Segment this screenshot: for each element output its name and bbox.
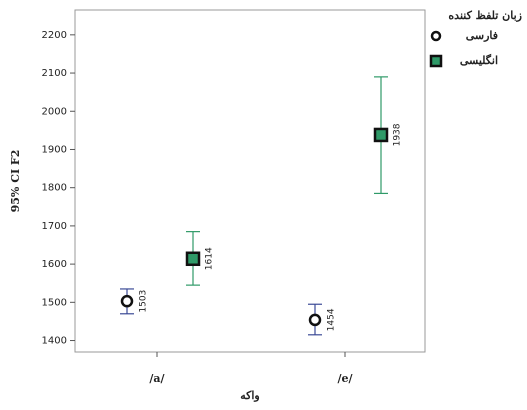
- mean-marker: [122, 296, 132, 306]
- legend-label: انگلیسی: [460, 53, 498, 67]
- mean-marker: [310, 315, 320, 325]
- y-axis-title: 95% CI F2: [9, 150, 22, 213]
- legend-title: زبان تلفظ کننده: [448, 9, 522, 22]
- y-tick-label: 1600: [42, 259, 67, 270]
- x-tick-label: /e/: [337, 372, 353, 385]
- y-tick-label: 2100: [42, 68, 67, 79]
- x-tick-label: /a/: [149, 372, 165, 385]
- y-tick-label: 1500: [42, 297, 67, 308]
- legend-marker: [432, 32, 440, 40]
- legend-label: فارسی: [466, 29, 498, 42]
- y-tick-label: 1900: [42, 144, 67, 155]
- value-label: 1614: [205, 247, 215, 270]
- y-tick-label: 2000: [42, 106, 67, 117]
- y-tick-label: 1700: [42, 221, 67, 232]
- chart: 95% CI F2 واکه زبان تلفظ کننده 1400 1500 1…: [0, 0, 527, 410]
- x-axis-title: واکه: [240, 389, 260, 402]
- mean-marker: [375, 129, 387, 141]
- legend-marker: [431, 56, 441, 66]
- value-label: 1938: [393, 123, 403, 146]
- y-tick-label: 2200: [42, 30, 67, 41]
- value-label: 1503: [139, 290, 149, 313]
- value-label: 1454: [327, 308, 337, 331]
- mean-marker: [187, 253, 199, 265]
- y-tick-label: 1800: [42, 183, 67, 194]
- y-tick-label: 1400: [42, 336, 67, 347]
